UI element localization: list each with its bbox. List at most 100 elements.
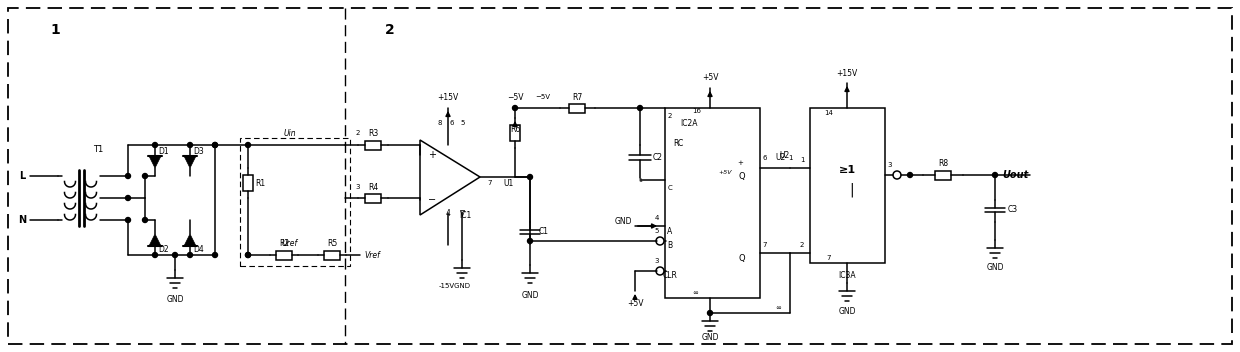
Text: GND: GND (614, 216, 631, 226)
Circle shape (527, 239, 532, 244)
Text: ∇: ∇ (460, 208, 465, 218)
Text: 5: 5 (655, 228, 660, 234)
Circle shape (187, 143, 192, 147)
Circle shape (143, 218, 148, 222)
Text: GND: GND (702, 333, 719, 342)
Circle shape (908, 172, 913, 177)
Text: GND: GND (521, 290, 538, 300)
Text: Uout: Uout (1002, 170, 1028, 180)
Circle shape (125, 174, 130, 178)
Text: B: B (667, 241, 672, 251)
Text: 3: 3 (888, 162, 893, 168)
Circle shape (246, 143, 250, 147)
Circle shape (637, 106, 642, 111)
Text: 7: 7 (827, 255, 831, 261)
Text: D1: D1 (159, 147, 170, 157)
Text: ≥1: ≥1 (838, 165, 856, 175)
Text: CLR: CLR (662, 271, 677, 281)
Circle shape (212, 252, 217, 258)
Polygon shape (149, 234, 161, 246)
Text: D4: D4 (193, 245, 205, 254)
Circle shape (212, 143, 217, 147)
Circle shape (708, 310, 713, 315)
Text: +5V: +5V (702, 74, 718, 82)
Text: 4: 4 (445, 208, 450, 218)
Bar (810, 108, 885, 263)
Bar (365, 141, 381, 150)
Text: −: − (428, 195, 436, 205)
Text: Q: Q (739, 171, 745, 181)
Text: 8: 8 (438, 120, 443, 126)
Text: 14: 14 (825, 110, 833, 116)
Circle shape (125, 195, 130, 201)
Text: 5: 5 (461, 120, 465, 126)
Bar (365, 194, 381, 203)
Text: GND: GND (838, 307, 856, 315)
Polygon shape (184, 234, 196, 246)
Polygon shape (149, 156, 161, 168)
Text: C1: C1 (539, 227, 549, 237)
Text: T1: T1 (93, 145, 103, 155)
Text: GND: GND (986, 264, 1003, 272)
Text: 2: 2 (356, 130, 360, 136)
Text: 16: 16 (692, 108, 702, 114)
Text: D2: D2 (159, 245, 170, 254)
Text: −5V: −5V (507, 94, 523, 102)
Text: N: N (17, 215, 26, 225)
Text: Uref: Uref (281, 239, 298, 247)
Text: Uin: Uin (284, 128, 296, 138)
Circle shape (143, 174, 148, 178)
Text: Q: Q (739, 253, 745, 263)
Text: 1: 1 (800, 157, 805, 163)
Text: 3: 3 (655, 258, 660, 264)
Text: R3: R3 (368, 128, 378, 138)
Text: R5: R5 (327, 239, 337, 249)
Text: D3: D3 (193, 147, 205, 157)
Text: U2: U2 (775, 153, 785, 163)
Text: −5V: −5V (536, 94, 551, 100)
Text: +5V: +5V (626, 298, 644, 308)
Text: U1: U1 (503, 178, 513, 188)
Text: 7: 7 (487, 180, 492, 186)
Circle shape (992, 172, 997, 177)
Bar (277, 251, 291, 260)
Text: 6: 6 (763, 155, 768, 161)
Bar (510, 125, 520, 141)
Text: R6: R6 (510, 126, 520, 134)
Text: A: A (667, 226, 672, 235)
Text: 1: 1 (50, 23, 60, 37)
Text: 3: 3 (356, 184, 361, 190)
Text: R8: R8 (937, 158, 949, 168)
Text: IC1: IC1 (459, 210, 471, 220)
Polygon shape (184, 156, 196, 168)
Text: C2: C2 (653, 153, 663, 163)
Text: +5V: +5V (718, 170, 732, 176)
Text: IC3A: IC3A (838, 270, 856, 279)
Text: 4: 4 (655, 215, 660, 221)
Text: +15V: +15V (438, 94, 459, 102)
Bar (243, 175, 253, 191)
Text: R4: R4 (368, 182, 378, 191)
Text: IC2A: IC2A (680, 119, 697, 127)
Text: +: + (428, 150, 436, 160)
Text: 6: 6 (450, 120, 454, 126)
Bar (665, 108, 760, 298)
Circle shape (212, 143, 217, 147)
Text: GND: GND (166, 295, 184, 304)
Bar (241, 138, 350, 266)
Circle shape (246, 252, 250, 258)
Text: C: C (667, 185, 672, 191)
Bar (935, 171, 951, 180)
Bar (569, 104, 585, 113)
Text: 2: 2 (800, 242, 805, 248)
Circle shape (172, 252, 177, 258)
Text: L: L (19, 171, 25, 181)
Text: Vref: Vref (365, 251, 379, 259)
Circle shape (187, 252, 192, 258)
Text: U2: U2 (780, 151, 790, 161)
Text: |: | (849, 183, 854, 197)
Text: RC: RC (673, 138, 683, 147)
Text: +: + (737, 160, 743, 166)
Circle shape (153, 143, 157, 147)
Circle shape (246, 252, 250, 258)
